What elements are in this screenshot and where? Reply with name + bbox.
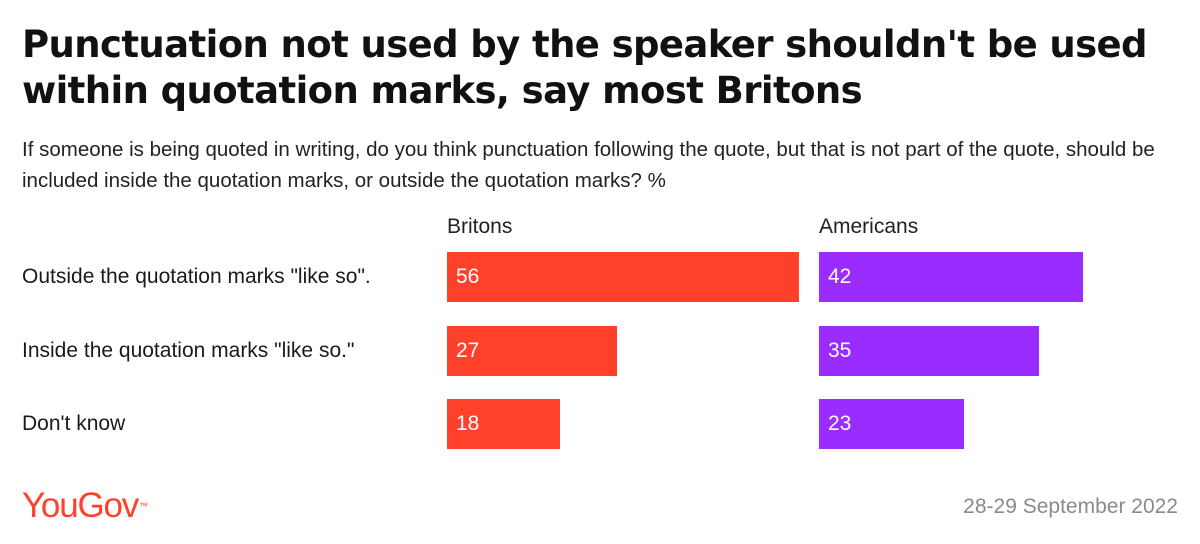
bar-britons-2 (447, 399, 560, 449)
chart-subtitle: If someone is being quoted in writing, d… (22, 138, 1155, 192)
bar-americans-2 (819, 399, 964, 449)
bar-britons-0 (447, 252, 799, 302)
brand-name: YouGov (22, 486, 139, 525)
bar-americans-0 (819, 252, 1083, 302)
bar-americans-1 (819, 326, 1039, 376)
bar-value-label: 27 (456, 339, 480, 362)
bar-value-label: 42 (828, 265, 852, 288)
bar-value-label: 56 (456, 265, 480, 288)
bar-britons-1 (447, 326, 617, 376)
series-header-britons: Britons (447, 215, 513, 238)
fieldwork-date: 28-29 September 2022 (963, 495, 1178, 518)
category-label: Outside the quotation marks "like so". (22, 265, 371, 288)
yougov-logo: YouGov™ (22, 486, 149, 525)
bar-value-label: 35 (828, 339, 852, 362)
category-label: Don't know (22, 412, 126, 435)
series-header-americans: Americans (819, 215, 919, 238)
chart-title: Punctuation not used by the speaker shou… (22, 23, 1148, 112)
bar-value-label: 18 (456, 412, 480, 435)
bar-value-label: 23 (828, 412, 852, 435)
category-label: Inside the quotation marks "like so." (22, 339, 355, 362)
